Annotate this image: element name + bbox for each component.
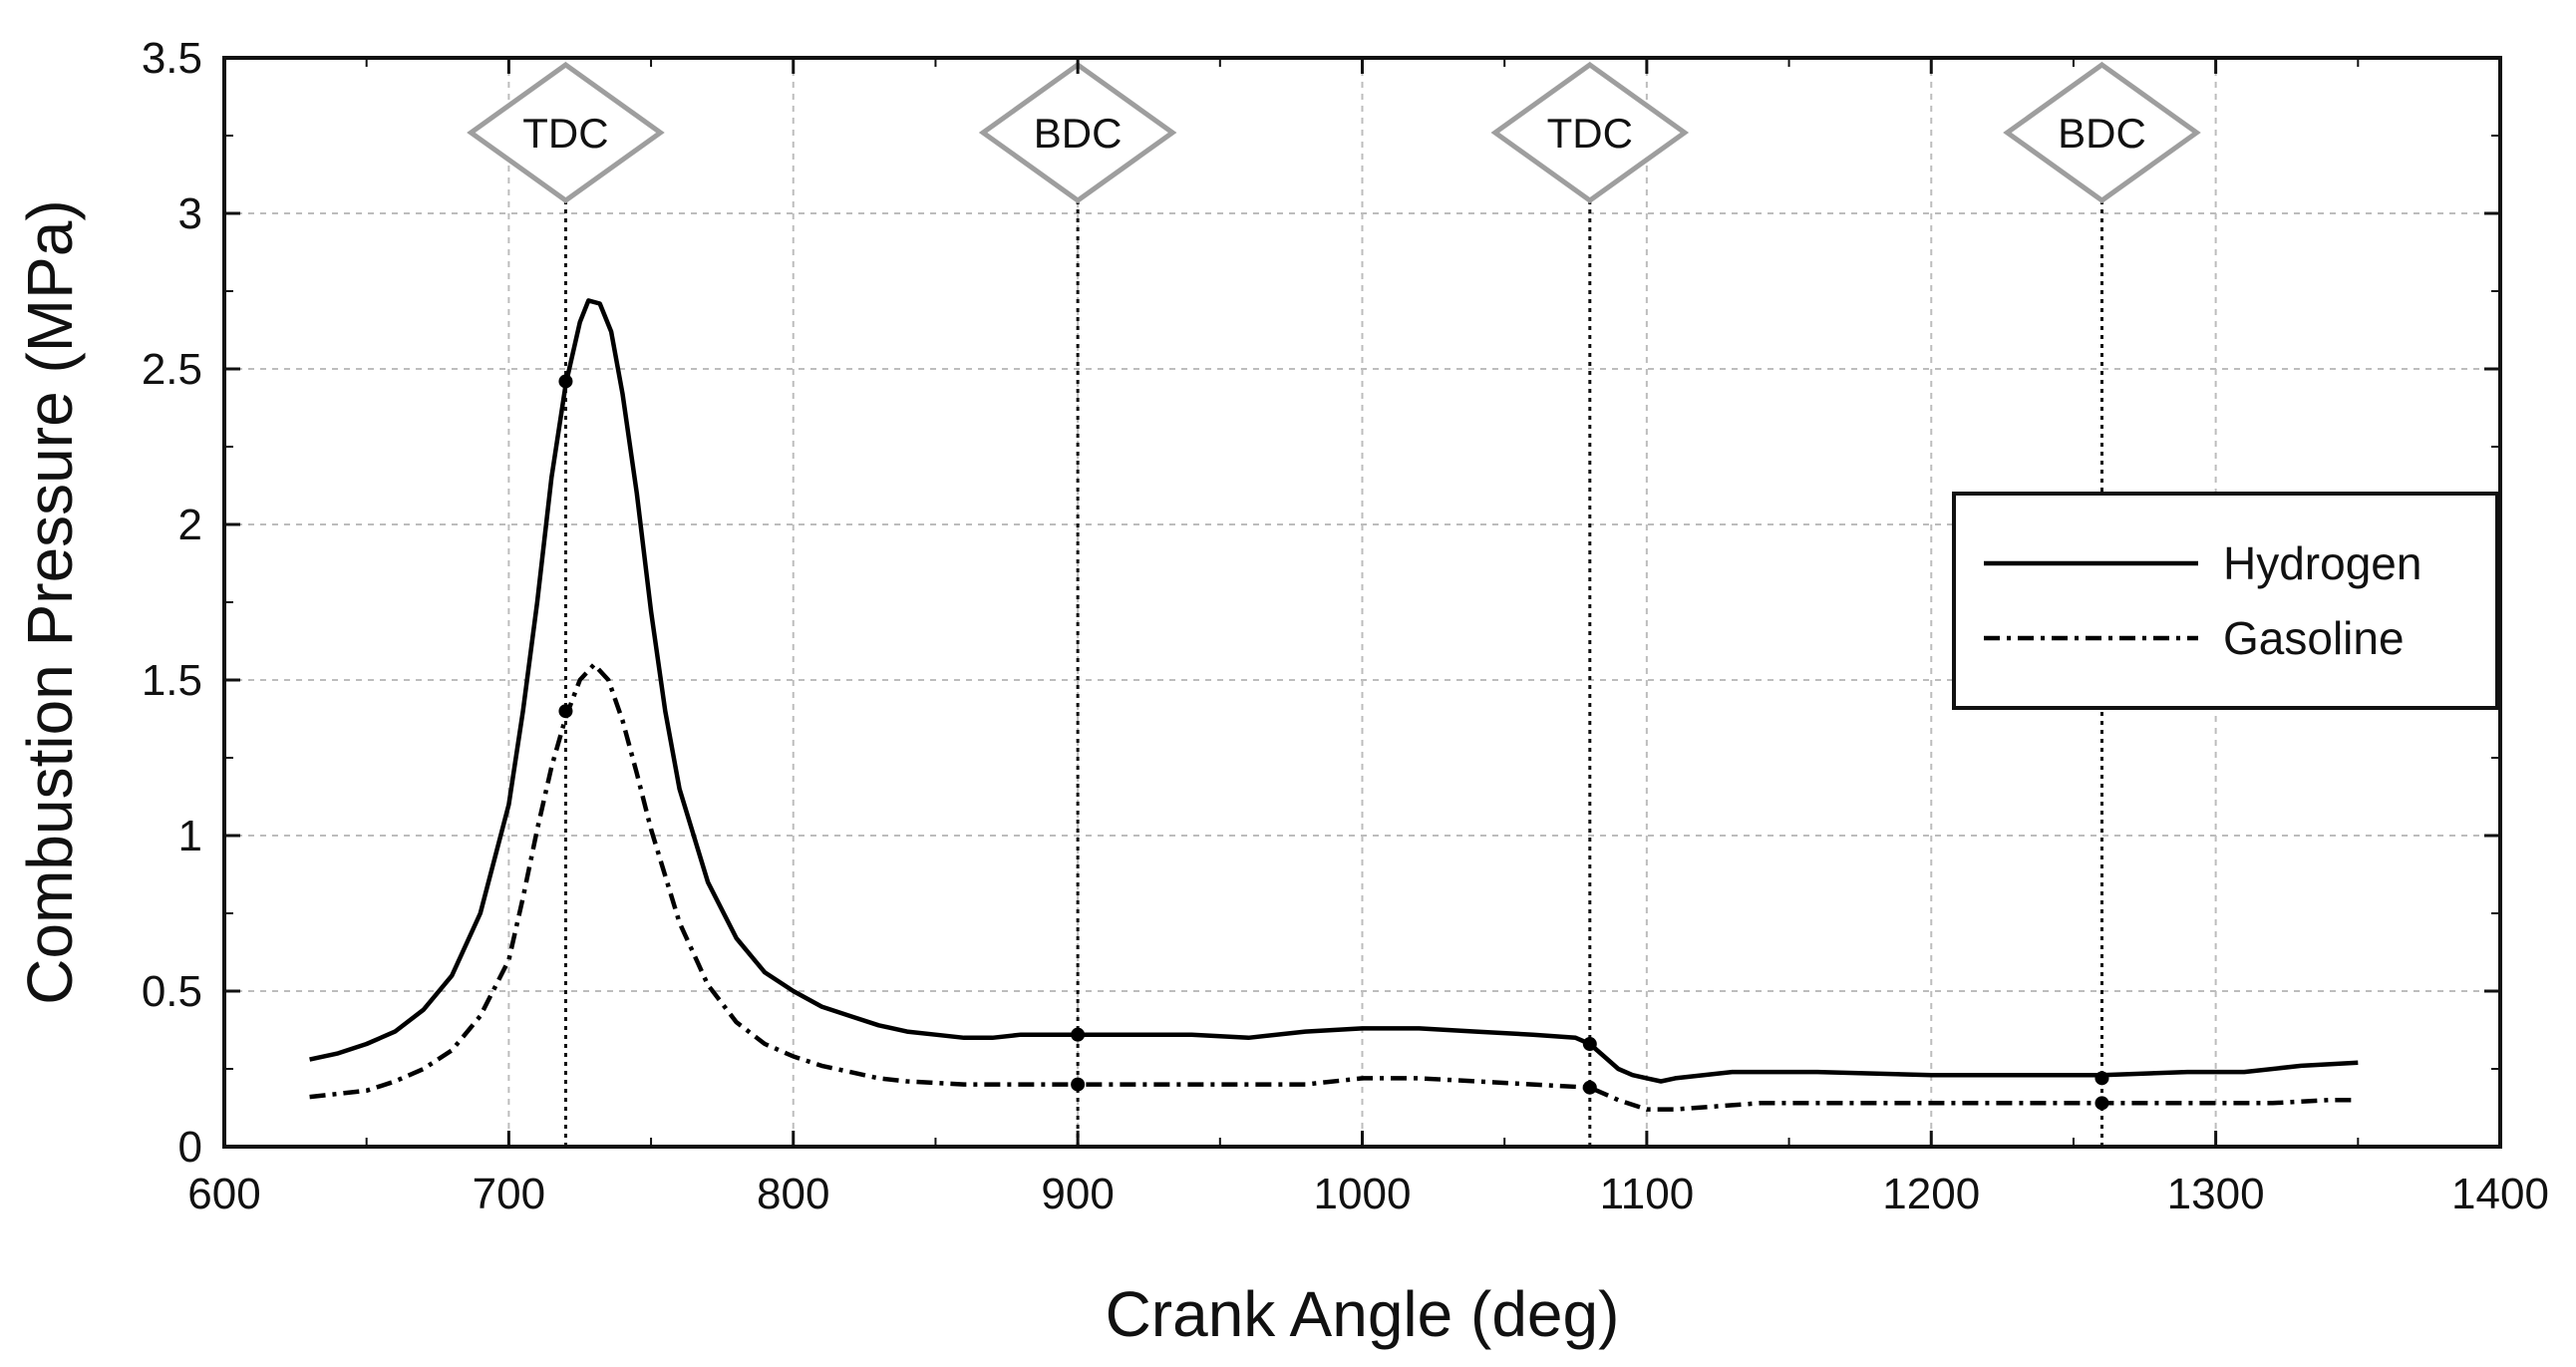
legend: Hydrogen Gasoline (1952, 492, 2499, 710)
x-tick-label: 1200 (1882, 1170, 1980, 1218)
marker-label-tdc: TDC (522, 110, 608, 157)
marker-dot (2094, 1096, 2109, 1111)
series-line-hydrogen (309, 298, 2359, 1084)
marker-diamond-bdc (978, 61, 1177, 204)
marker-diamond-tdc (1490, 61, 1690, 204)
x-axis-title: Crank Angle (deg) (1106, 1278, 1620, 1350)
marker-label-bdc: BDC (2058, 110, 2146, 157)
y-tick-label: 1.5 (142, 656, 202, 705)
marker-dot (558, 374, 573, 389)
marker-diamond-bdc (2003, 61, 2201, 204)
x-tick-label: 600 (187, 1170, 260, 1218)
marker-label-tdc: TDC (1547, 110, 1633, 157)
y-tick-label: 2 (178, 501, 202, 549)
y-tick-label: 2.5 (142, 345, 202, 394)
x-tick-label: 800 (757, 1170, 829, 1218)
x-tick-label: 900 (1041, 1170, 1114, 1218)
x-tick-label: 1000 (1314, 1170, 1412, 1218)
legend-label-gasoline: Gasoline (2223, 612, 2405, 664)
marker-diamond-tdc (467, 61, 665, 204)
marker-dot (1071, 1027, 1086, 1042)
marker-dot (1582, 1037, 1597, 1052)
y-tick-label: 0 (178, 1123, 202, 1172)
marker-dots (558, 374, 2109, 1111)
series-line-gasoline (309, 662, 2359, 1112)
series-layer (309, 298, 2359, 1112)
marker-label-bdc: BDC (1034, 110, 1123, 157)
x-tick-label: 1100 (1600, 1170, 1695, 1218)
y-axis-title: Combustion Pressure (MPa) (14, 199, 86, 1004)
y-tick-label: 3 (178, 189, 202, 238)
y-tick-label: 3.5 (142, 34, 202, 83)
event-markers: TDC BDC TDC BDC (467, 61, 2201, 1147)
legend-box (1952, 492, 2499, 710)
marker-dot (2094, 1071, 2109, 1086)
y-tick-label: 1 (178, 812, 202, 860)
x-tick-label: 1300 (2167, 1170, 2265, 1218)
legend-label-hydrogen: Hydrogen (2223, 537, 2421, 589)
marker-dot (1071, 1077, 1086, 1092)
x-tick-label: 700 (473, 1170, 545, 1218)
marker-dot (1582, 1080, 1597, 1095)
axis-ticks: 600 700 800 900 1000 1100 1200 1300 1400 0 0.5 1 1.5… (142, 34, 2549, 1218)
y-tick-label: 0.5 (142, 967, 202, 1016)
x-tick-label: 1400 (2451, 1170, 2549, 1218)
marker-dot (558, 704, 573, 719)
